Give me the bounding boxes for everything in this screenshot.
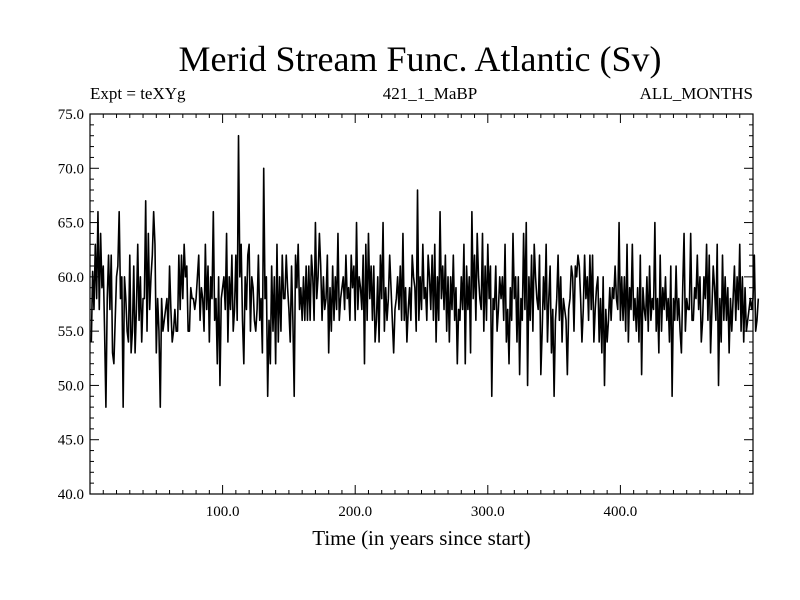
y-tick-label: 55.0 xyxy=(58,324,84,340)
y-tick-label: 50.0 xyxy=(58,378,84,394)
experiment-label: Expt = teXYg xyxy=(90,84,186,103)
series-line xyxy=(90,134,760,408)
chart-title: Merid Stream Func. Atlantic (Sv) xyxy=(178,39,662,79)
x-tick-label: 100.0 xyxy=(206,504,240,520)
y-tick-label: 60.0 xyxy=(58,270,84,286)
run-label: 421_1_MaBP xyxy=(382,84,478,103)
x-tick-label: 400.0 xyxy=(604,504,638,520)
months-label: ALL_MONTHS xyxy=(639,84,753,103)
x-axis: 100.0 200.0 300.0 400.0 xyxy=(102,114,741,520)
y-tick-label: 70.0 xyxy=(58,161,84,177)
x-tick-label: 200.0 xyxy=(338,504,372,520)
y-axis: 40.0 45.0 50.0 55.0 60.0 65.0 70.0 75.0 xyxy=(58,107,753,503)
x-axis-label: Time (in years since start) xyxy=(312,526,531,550)
y-tick-label: 75.0 xyxy=(58,107,84,123)
y-tick-label: 45.0 xyxy=(58,433,84,449)
y-tick-label: 40.0 xyxy=(58,487,84,503)
x-tick-label: 300.0 xyxy=(471,504,505,520)
y-tick-label: 65.0 xyxy=(58,216,84,232)
